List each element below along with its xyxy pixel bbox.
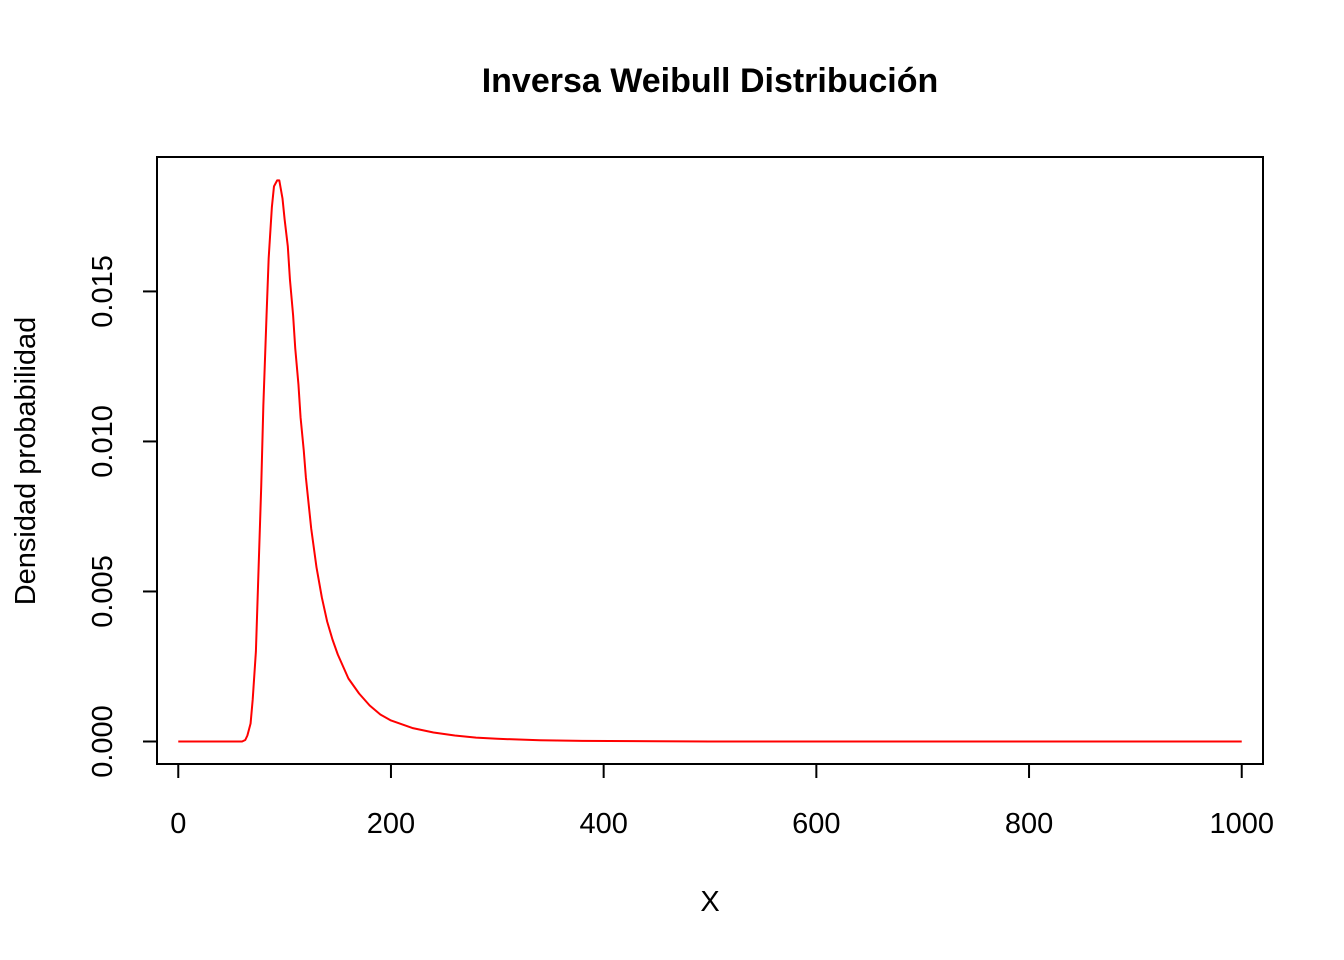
y-tick-label: 0.015: [87, 255, 119, 328]
y-axis-label: Densidad probabilidad: [10, 317, 42, 606]
density-line: [178, 179, 1242, 743]
x-tick-label: 0: [170, 808, 186, 840]
x-tick-label: 800: [1005, 808, 1053, 840]
x-tick-label: 200: [367, 808, 415, 840]
y-axis: 0.000 0.005 0.010 0.015: [87, 255, 158, 778]
series-layer: [178, 179, 1242, 743]
x-tick-label: 600: [792, 808, 840, 840]
y-tick-label: 0.010: [87, 405, 119, 478]
y-tick-label: 0.005: [87, 555, 119, 628]
x-axis: 0 200 400 600 800 1000: [170, 763, 1274, 840]
x-tick-label: 400: [579, 808, 627, 840]
plot-frame: [156, 156, 1264, 765]
chart-title: Inversa Weibull Distribución: [482, 62, 939, 100]
y-tick-label: 0.000: [87, 705, 119, 778]
x-tick-label: 1000: [1209, 808, 1274, 840]
x-axis-label: X: [700, 886, 719, 918]
